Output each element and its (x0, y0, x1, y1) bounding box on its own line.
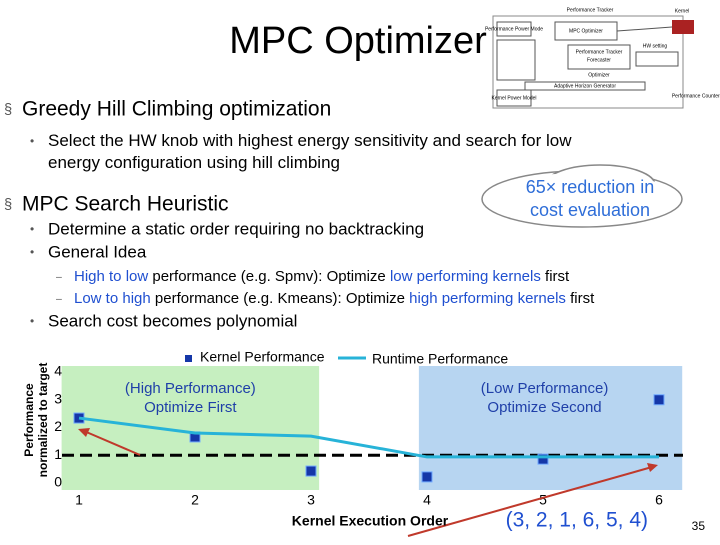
text-span: High to low (74, 268, 148, 285)
diagram-label: Optimizer (588, 72, 610, 78)
text-line: energy configuration using hill climbing (48, 153, 340, 172)
bullet-text: Greedy Hill Climbing optimization (22, 98, 331, 121)
diagram-label: Forecaster (587, 57, 611, 63)
diagram-label: Performance Tracker (576, 49, 623, 55)
y-tick-label: 2 (54, 418, 62, 434)
bullet-symbol: • (30, 134, 34, 148)
y-axis-title: normalized to target (36, 363, 50, 478)
region-label: (Low Performance) (481, 380, 609, 397)
bullet-text: Low to high performance (e.g. Kmeans): O… (74, 290, 595, 307)
bullet-symbol: • (30, 314, 34, 328)
bullet-symbol: • (30, 245, 34, 259)
text-line: Select the HW knob with highest energy s… (48, 131, 572, 150)
diagram-label: Adaptive Horizon Generator (554, 83, 616, 89)
page-number: 35 (692, 519, 706, 533)
x-tick-label: 1 (75, 492, 83, 508)
diagram-label: Performance Tracker (567, 7, 614, 13)
arrowhead (647, 463, 658, 472)
diagram-label: Kernel Power Model (491, 95, 536, 101)
x-tick-label: 2 (191, 492, 199, 508)
x-tick-label: 3 (307, 492, 315, 508)
x-tick-label: 5 (539, 492, 547, 508)
text-span: first (566, 290, 595, 307)
callout: 65× reduction in cost evaluation (481, 164, 683, 228)
chart: (High Performance) Optimize First (Low Per… (22, 349, 683, 537)
y-tick-label: 0 (54, 474, 62, 490)
marker (653, 394, 665, 406)
bullet-symbol: – (56, 271, 62, 283)
bullet-text: MPC Search Heuristic (22, 193, 229, 216)
callout-text: 65× reduction in (526, 177, 655, 197)
bullet-symbol: • (30, 222, 34, 236)
x-tick-label: 6 (655, 492, 663, 508)
text-span: performance (e.g. Spmv): Optimize (148, 268, 390, 285)
region-label: (High Performance) (125, 380, 256, 397)
bullet-symbol: § (4, 102, 12, 118)
arrow (83, 430, 141, 456)
region-label: Optimize First (144, 399, 237, 416)
bullet-text: High to low performance (e.g. Spmv): Opt… (74, 268, 570, 285)
legend-swatch (185, 355, 192, 362)
region-label: Optimize Second (487, 399, 601, 416)
arrowhead (78, 428, 90, 437)
legend-label: Kernel Performance (200, 349, 325, 365)
diagram-label: Performance Power Mode (485, 26, 543, 32)
runtime-line (78, 416, 659, 459)
callout-text: cost evaluation (530, 200, 650, 220)
bullet-text: Select the HW knob with highest energy s… (48, 131, 572, 172)
bullet-text: Search cost becomes polynomial (48, 311, 297, 330)
x-axis-title: Kernel Execution Order (292, 513, 449, 529)
region (61, 366, 320, 490)
text-span: first (541, 268, 570, 285)
diagram-box (496, 39, 536, 81)
y-tick-label: 1 (54, 446, 62, 462)
diagram-box (524, 81, 646, 91)
diagram-label: MPC Optimizer (569, 28, 603, 34)
diagram-frame (492, 15, 684, 109)
kernel-icon (672, 20, 694, 34)
diagram-label: Performance Counters (672, 93, 720, 99)
bullets: § Greedy Hill Climbing optimization • Selec… (4, 98, 595, 331)
y-axis-title: Performance (22, 383, 36, 457)
architecture-diagram (492, 15, 694, 109)
x-tick-label: 4 (423, 492, 431, 508)
marker (305, 465, 317, 477)
diagram-box (567, 44, 631, 70)
marker (421, 471, 433, 483)
slide-title: MPC Optimizer (229, 20, 487, 62)
text-span: performance (e.g. Kmeans): Optimize (151, 290, 409, 307)
order-note: (3, 2, 1, 6, 5, 4) (506, 509, 648, 532)
marker (537, 453, 549, 465)
text-span: low performing kernels (390, 268, 541, 285)
y-tick-label: 4 (54, 363, 62, 379)
bullet-symbol: – (56, 293, 62, 305)
diagram-box (496, 89, 532, 107)
legend-label: Runtime Performance (372, 351, 508, 367)
diagram-box (496, 21, 532, 37)
diagram-label: Kernel (675, 8, 689, 14)
cloud (484, 173, 680, 225)
arrow (407, 466, 653, 537)
diagram-arrow (616, 26, 673, 32)
y-tick-label: 3 (54, 390, 62, 406)
bullet-text: General Idea (48, 242, 147, 261)
text-span: high performing kernels (409, 290, 566, 307)
bullet-symbol: § (4, 197, 12, 213)
region (418, 366, 683, 490)
diagram-label: HW setting (643, 43, 668, 49)
diagram-box (635, 51, 679, 67)
bullet-text: Determine a static order requiring no ba… (48, 219, 424, 238)
text-span: Low to high (74, 290, 151, 307)
